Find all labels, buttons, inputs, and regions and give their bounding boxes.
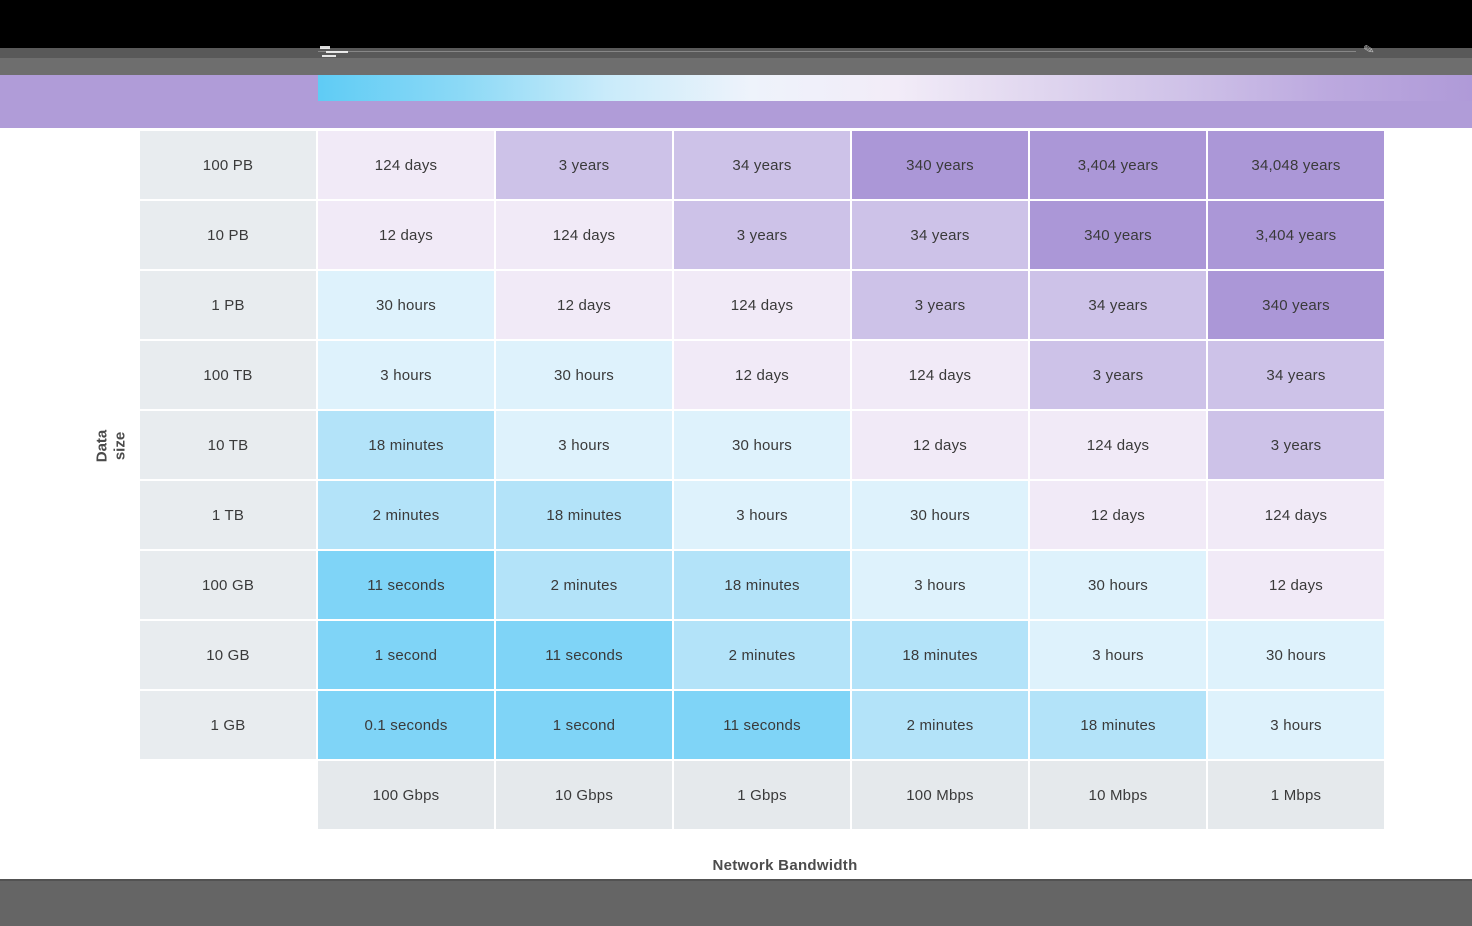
column-header-cell: 1 Mbps: [1208, 761, 1384, 829]
value-cell: 3,404 years: [1208, 201, 1384, 269]
row-label-cell: 100 PB: [140, 131, 316, 199]
value-cell: 3 years: [1208, 411, 1384, 479]
value-cell: 2 minutes: [496, 551, 672, 619]
value-cell: 3 hours: [1208, 691, 1384, 759]
value-cell: 3 years: [852, 271, 1028, 339]
value-cell: 124 days: [852, 341, 1028, 409]
value-cell: 30 hours: [318, 271, 494, 339]
y-axis-label-word: Data: [92, 429, 110, 463]
value-cell: 3 hours: [1030, 621, 1206, 689]
value-cell: 124 days: [1208, 481, 1384, 549]
value-cell: 30 hours: [1030, 551, 1206, 619]
x-axis-label: Network Bandwidth: [712, 857, 858, 874]
row-label-cell: 1 TB: [140, 481, 316, 549]
value-cell: 340 years: [1208, 271, 1384, 339]
value-cell: 11 seconds: [674, 691, 850, 759]
value-cell: 3 years: [496, 131, 672, 199]
row-label-cell: 100 GB: [140, 551, 316, 619]
value-cell: 12 days: [852, 411, 1028, 479]
value-cell: 3 hours: [496, 411, 672, 479]
corner-empty-cell: [140, 761, 316, 829]
value-cell: 12 days: [1208, 551, 1384, 619]
value-cell: 34,048 years: [1208, 131, 1384, 199]
value-cell: 18 minutes: [852, 621, 1028, 689]
footer-bar: [0, 879, 1472, 926]
value-cell: 2 minutes: [852, 691, 1028, 759]
value-cell: 3 hours: [852, 551, 1028, 619]
value-cell: 2 minutes: [318, 481, 494, 549]
column-header-cell: 100 Mbps: [852, 761, 1028, 829]
value-cell: 34 years: [1208, 341, 1384, 409]
value-cell: 12 days: [496, 271, 672, 339]
value-cell: 1 second: [496, 691, 672, 759]
value-cell: 3 hours: [318, 341, 494, 409]
viewer-toolbar-dark: [0, 48, 1472, 58]
column-header-cell: 10 Gbps: [496, 761, 672, 829]
value-cell: 124 days: [1030, 411, 1206, 479]
value-cell: 1 second: [318, 621, 494, 689]
row-label-cell: 100 TB: [140, 341, 316, 409]
value-cell: 18 minutes: [318, 411, 494, 479]
row-label-cell: 10 PB: [140, 201, 316, 269]
value-cell: 30 hours: [852, 481, 1028, 549]
row-label-cell: 10 TB: [140, 411, 316, 479]
value-cell: 11 seconds: [318, 551, 494, 619]
value-cell: 34 years: [1030, 271, 1206, 339]
value-cell: 30 hours: [1208, 621, 1384, 689]
value-cell: 18 minutes: [1030, 691, 1206, 759]
value-cell: 12 days: [318, 201, 494, 269]
value-cell: 12 days: [1030, 481, 1206, 549]
value-cell: 34 years: [674, 131, 850, 199]
value-cell: 124 days: [496, 201, 672, 269]
value-cell: 3 hours: [674, 481, 850, 549]
top-black-bar: [0, 0, 1472, 48]
row-label-cell: 1 GB: [140, 691, 316, 759]
value-cell: 3,404 years: [1030, 131, 1206, 199]
row-label-cell: 1 PB: [140, 271, 316, 339]
value-cell: 34 years: [852, 201, 1028, 269]
value-cell: 3 years: [1030, 341, 1206, 409]
value-cell: 2 minutes: [674, 621, 850, 689]
value-cell: 12 days: [674, 341, 850, 409]
heatmap-grid: 100 PB 124 days 3 years 34 years 340 years 3,…: [140, 131, 1384, 829]
value-cell: 340 years: [1030, 201, 1206, 269]
column-header-cell: 10 Mbps: [1030, 761, 1206, 829]
value-cell: 124 days: [674, 271, 850, 339]
value-cell: 0.1 seconds: [318, 691, 494, 759]
value-cell: 30 hours: [674, 411, 850, 479]
value-cell: 3 years: [674, 201, 850, 269]
column-header-cell: 100 Gbps: [318, 761, 494, 829]
value-cell: 18 minutes: [674, 551, 850, 619]
legend-gradient: [318, 75, 1472, 101]
scrubber-line[interactable]: [318, 51, 1356, 52]
value-cell: 340 years: [852, 131, 1028, 199]
viewer-toolbar-light: [0, 58, 1472, 75]
value-cell: 11 seconds: [496, 621, 672, 689]
column-header-cell: 1 Gbps: [674, 761, 850, 829]
value-cell: 124 days: [318, 131, 494, 199]
y-axis-label-word: size: [110, 431, 128, 461]
value-cell: 30 hours: [496, 341, 672, 409]
row-label-cell: 10 GB: [140, 621, 316, 689]
toolbar-left-glyph: [320, 46, 356, 57]
value-cell: 18 minutes: [496, 481, 672, 549]
